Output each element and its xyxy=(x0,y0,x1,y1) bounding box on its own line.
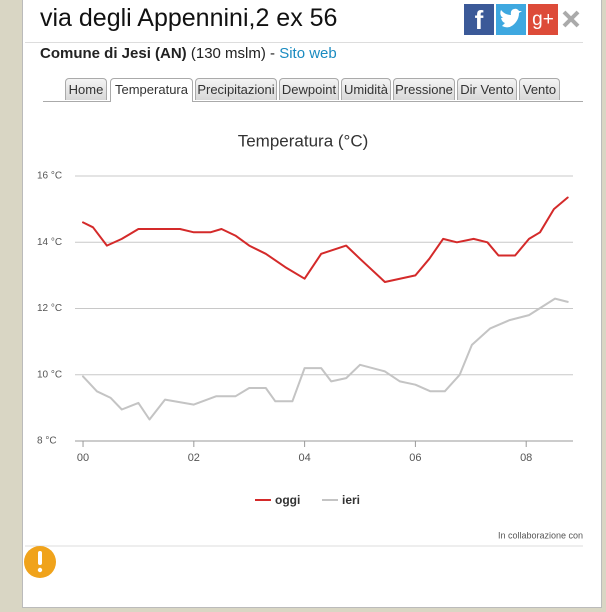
x-tick-label: 04 xyxy=(298,452,310,464)
tab[interactable]: Temperatura xyxy=(110,78,193,102)
warning-dot xyxy=(37,567,43,573)
legend-label: oggi xyxy=(275,493,300,507)
tabs-baseline xyxy=(43,101,583,102)
place: Comune di Jesi (AN) xyxy=(40,45,187,62)
y-tick-label: 16 °C xyxy=(37,171,62,182)
tab[interactable]: Home xyxy=(65,78,107,100)
tab[interactable]: Dewpoint xyxy=(279,78,339,100)
google-glyph: g+ xyxy=(532,9,554,30)
x-tick-label: 00 xyxy=(77,452,89,464)
tab[interactable]: Umidità xyxy=(341,78,391,100)
y-tick-label: 14 °C xyxy=(37,237,62,248)
legend-label: ieri xyxy=(342,493,360,507)
google-icon[interactable] xyxy=(528,4,558,35)
y-tick-label: 8 °C xyxy=(37,436,57,447)
title: via degli Appennini,2 ex 56 xyxy=(40,4,338,32)
tab[interactable]: Precipitazioni xyxy=(195,78,277,100)
separator xyxy=(25,42,583,43)
facebook-glyph: f xyxy=(475,5,484,35)
x-tick-label: 02 xyxy=(188,452,200,464)
y-tick-label: 12 °C xyxy=(37,303,62,314)
tab[interactable]: Vento xyxy=(519,78,560,100)
close-icon[interactable] xyxy=(562,10,580,28)
y-tick-label: 10 °C xyxy=(37,369,62,380)
tab[interactable]: Pressione xyxy=(393,78,455,100)
x-tick-label: 06 xyxy=(409,452,421,464)
subtitle: Comune di Jesi (AN) (130 mslm) - Sito we… xyxy=(40,45,337,62)
website-link[interactable]: Sito web xyxy=(279,45,337,62)
tab[interactable]: Dir Vento xyxy=(457,78,517,100)
facebook-icon[interactable] xyxy=(464,4,494,35)
line-series xyxy=(82,297,569,421)
altitude: (130 mslm) - xyxy=(190,45,276,62)
warning-mark xyxy=(38,551,42,565)
line-series xyxy=(82,196,569,283)
chart-title: Temperatura (°C) xyxy=(238,131,369,150)
x-tick-label: 08 xyxy=(520,452,532,464)
footer-note: In collaborazione con xyxy=(498,530,583,540)
twitter-bird xyxy=(500,8,522,28)
